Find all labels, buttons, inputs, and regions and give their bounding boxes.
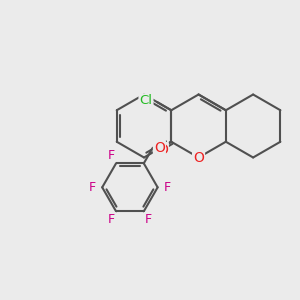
Text: O: O — [157, 143, 168, 157]
Text: F: F — [89, 181, 96, 194]
Text: O: O — [193, 151, 204, 164]
Text: F: F — [108, 148, 115, 162]
Text: F: F — [108, 213, 115, 226]
Text: O: O — [154, 141, 165, 155]
Text: F: F — [145, 213, 152, 226]
Text: F: F — [164, 181, 171, 194]
Text: Cl: Cl — [140, 94, 152, 107]
